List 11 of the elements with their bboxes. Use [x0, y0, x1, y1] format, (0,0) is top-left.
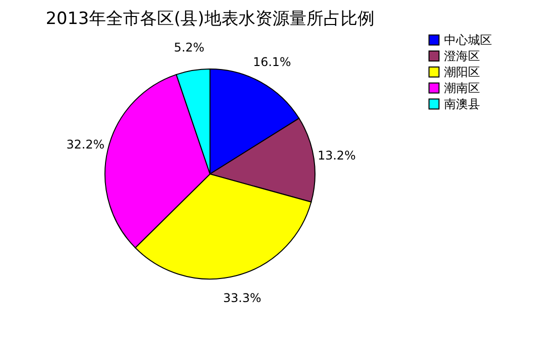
legend-label: 潮南区 — [444, 81, 480, 95]
legend-label: 中心城区 — [444, 33, 492, 47]
legend-label: 澄海区 — [444, 49, 480, 63]
legend-label: 潮阳区 — [444, 65, 480, 79]
data-label: 33.3% — [223, 290, 262, 305]
legend-label: 南澳县 — [444, 97, 480, 111]
data-label: 13.2% — [318, 148, 356, 163]
data-label: 5.2% — [174, 40, 204, 55]
data-label: 32.2% — [66, 138, 105, 152]
chart-title: 2013年全市各区(县)地表水资源量所占比例 — [46, 9, 374, 29]
data-label: 16.1% — [252, 55, 292, 70]
